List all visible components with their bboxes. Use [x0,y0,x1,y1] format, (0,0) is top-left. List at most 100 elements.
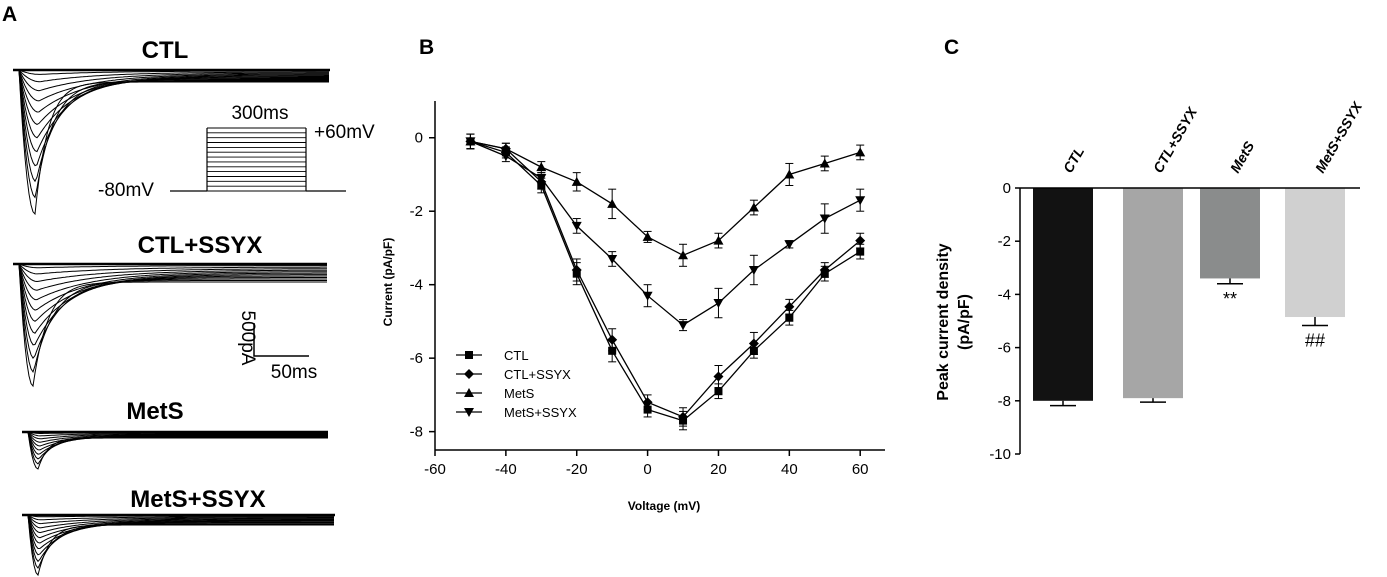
y-tick-label: -2 [410,203,423,220]
series-line-ctl-ssyx [470,140,861,418]
current-trace-ctl-ssyx [13,263,327,334]
y-tick-label: -4 [410,277,423,294]
protocol-test-voltage-label: +60mV [314,122,375,143]
data-point-ctl-ssyx [748,338,759,349]
legend-marker-ctl-ssyx [464,369,474,379]
data-point-mets-ssyx [784,240,795,250]
data-point-mets-ssyx [855,196,866,206]
voltage-protocol-diagram [170,127,346,192]
legend-marker-mets-ssyx [464,408,474,417]
line-chart-series [465,133,866,431]
bar-y-tick-label: -10 [989,446,1011,463]
legend-marker-ctl [465,351,473,359]
x-axis-title: Voltage (mV) [628,499,700,513]
current-trace-ctl-ssyx [13,263,327,269]
current-trace-ctl-ssyx [13,263,327,322]
y-tick-label: 0 [415,130,423,147]
current-trace-mets-ssyx [22,514,334,563]
data-point-ctl-ssyx [571,264,582,275]
current-trace-ctl-ssyx [13,263,327,311]
significance-marker-mets: ** [1223,289,1237,309]
trace-set-ctl-ssyx [13,262,327,388]
series-line-mets [470,140,861,257]
legend-label-ctl: CTL [504,348,529,363]
data-point-mets-ssyx [819,214,830,224]
current-trace-mets [22,431,328,465]
scale-bar-current-label: 500pA [237,311,258,366]
series-line-ctl [470,140,861,422]
legend-marker-mets [464,388,474,397]
current-trace-mets-ssyx [22,514,334,521]
bar-mets-ssyx [1285,188,1345,318]
data-point-mets-ssyx [500,152,511,162]
category-label-ctl: CTL [1060,144,1087,176]
data-point-mets [536,162,547,172]
current-trace-ctl [13,69,329,113]
data-point-mets [819,158,830,168]
current-trace-ctl [13,69,329,216]
significance-marker-mets-ssyx: ## [1305,331,1325,351]
bar-mets [1200,188,1260,279]
bar-y-tick-label: -8 [998,393,1011,410]
scale-bar [253,323,309,357]
data-point-mets [678,250,689,260]
y-axis-title: Current (pA/pF) [381,238,395,327]
data-point-mets [748,202,759,212]
bar-ctl [1033,188,1093,401]
trace-title-mets-ssyx: MetS+SSYX [130,486,265,513]
data-point-ctl-ssyx [678,411,689,422]
current-trace-mets-ssyx [22,514,334,570]
current-trace-mets-ssyx [22,514,334,534]
panel-c-label: C [944,36,959,59]
current-trace-ctl-ssyx [13,263,327,301]
current-trace-ctl [13,69,329,139]
line-chart-axes: -60 -40 -20 0 20 40 60 0 -2 -4 -6 -8 [410,101,885,478]
current-trace-ctl [13,69,329,92]
panel-b-label: B [419,36,434,59]
data-point-mets-ssyx [642,291,653,301]
category-label-ctl-ssyx: CTL+SSYX [1150,103,1201,175]
current-trace-mets-ssyx [22,514,334,525]
current-trace-ctl-ssyx [13,263,327,291]
data-point-mets [607,198,618,208]
data-point-ctl [714,387,723,396]
data-point-mets [784,169,795,179]
trace-set-ctl [13,68,330,216]
data-point-mets [855,147,866,157]
x-tick-label: 60 [852,461,869,478]
series-line-mets-ssyx [470,140,861,326]
legend-label-mets: MetS [504,386,535,401]
legend-label-ctl-ssyx: CTL+SSYX [504,367,571,382]
data-point-mets-ssyx [536,174,547,184]
data-point-mets-ssyx [571,221,582,231]
panel-c: C 0 -2 -4 -6 -8 -10 CTL CTL+SSYX ** MetS ## MetS+SS… [935,36,1366,463]
y-tick-label: -8 [410,424,423,441]
data-point-mets-ssyx [713,299,724,309]
data-point-ctl [856,247,865,256]
x-tick-label: 0 [643,461,651,478]
current-trace-ctl [13,69,329,167]
trace-set-mets-ssyx [22,513,335,577]
protocol-holding-voltage-label: -80mV [98,180,154,201]
current-trace-mets-ssyx [22,514,334,529]
category-label-mets-ssyx: MetS+SSYX [1312,98,1366,176]
current-trace-ctl [13,69,329,102]
panel-b: B -60 -40 -20 0 20 40 60 0 -2 -4 -6 -8 CTL CTL+SSYX M… [381,36,885,513]
current-trace-ctl-ssyx [13,263,327,283]
x-tick-label: -40 [495,461,517,478]
x-tick-label: -60 [424,461,446,478]
bar-ctl-ssyx [1123,188,1183,399]
data-point-ctl-ssyx [855,235,866,246]
current-trace-ctl [13,69,329,199]
current-trace-mets [22,431,328,470]
panel-a: A CTL CTL+SSYX MetS MetS+SSYX 300ms +60m… [2,3,375,577]
current-trace-ctl [13,69,329,83]
current-trace-mets [22,431,328,440]
bar-y-tick-label: -2 [998,233,1011,250]
bar-chart-y-title-line2: (pA/pF) [956,294,973,350]
legend-label-mets-ssyx: MetS+SSYX [504,405,577,420]
x-tick-label: 40 [781,461,798,478]
data-point-mets-ssyx [465,137,476,147]
data-point-ctl-ssyx [607,334,618,345]
trace-title-mets: MetS [126,398,183,425]
